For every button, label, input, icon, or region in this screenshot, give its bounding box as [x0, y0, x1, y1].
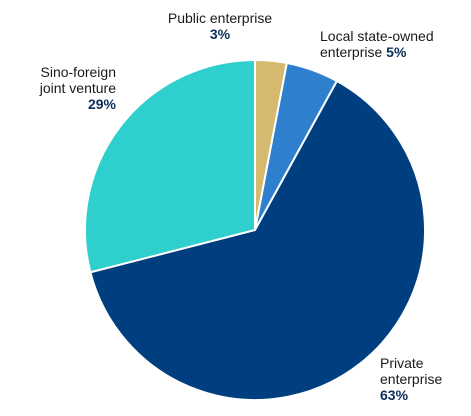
slice-label-text: Private — [380, 355, 424, 371]
slice-percent: 29% — [87, 96, 116, 112]
slice-label-public-enterprise: Public enterprise 3% — [150, 10, 290, 42]
slice-label-private-enterprise: Private enterprise 63% — [380, 355, 470, 403]
pie-slice-private-enterprise — [89, 79, 426, 401]
slice-percent: 63% — [380, 387, 409, 403]
slice-label-text: Public enterprise — [167, 10, 273, 26]
pie-slice-sino-foreign-joint-venture — [83, 58, 256, 274]
slice-label-text: enterprise — [380, 371, 443, 387]
slice-label-sino-foreign: Sino-foreign joint venture 29% — [0, 64, 116, 112]
slice-label-text: Local state-owned — [320, 28, 434, 44]
slice-percent: 3% — [209, 26, 231, 42]
slice-label-text: enterprise — [320, 44, 383, 60]
slice-label-text: Sino-foreign — [40, 64, 117, 80]
slice-label-text-line2: enterprise 5% — [320, 44, 470, 60]
slice-label-local-state-owned: Local state-owned enterprise 5% — [320, 28, 470, 60]
slice-label-text: joint venture — [39, 80, 116, 96]
slice-percent: 5% — [386, 44, 407, 60]
